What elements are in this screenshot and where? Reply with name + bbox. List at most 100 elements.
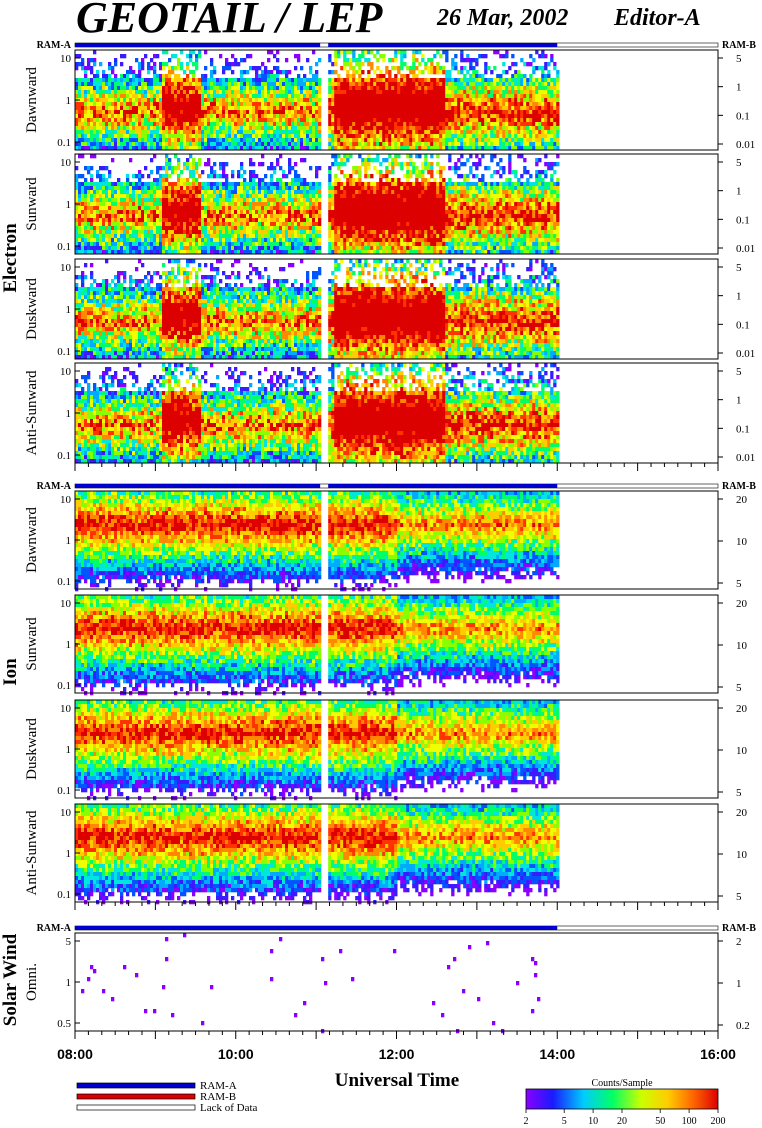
right-tick-label: 0.2 [736, 1020, 750, 1032]
ram-a-segment [75, 926, 557, 930]
right-tick-label: 5 [736, 891, 742, 903]
right-tick-label: 10 [736, 536, 748, 548]
panel-electron-duskward: 10 1 0.1 5 1 0.1 0.01 Duskward [24, 259, 755, 360]
spectrogram-cells [75, 363, 559, 463]
left-tick-label: 10 [60, 262, 72, 274]
right-tick-label: 5 [736, 366, 742, 378]
legend-label: Lack of Data [200, 1102, 258, 1114]
colorbar-gradient [526, 1089, 718, 1109]
right-tick-label: 20 [736, 703, 748, 715]
right-tick-label: 10 [736, 849, 748, 861]
spectrogram-cells [75, 154, 559, 254]
colorbar-tick-label: 50 [655, 1116, 665, 1127]
time-tick-label: 12:00 [379, 1046, 415, 1062]
left-tick-label: 1 [66, 744, 72, 756]
ram-b-label: RAM-B [722, 481, 756, 492]
colorbar-tick-label: 2 [524, 1116, 529, 1127]
left-tick-label: 10 [60, 807, 72, 819]
left-tick-label: 0.1 [57, 241, 71, 253]
panel-ylabel: Sunward [24, 177, 40, 231]
left-tick-label: 0.1 [57, 785, 71, 797]
panel-ylabel: Duskward [24, 278, 40, 340]
right-tick-label: 5 [736, 157, 742, 169]
colorbar-tick-label: 5 [562, 1116, 567, 1127]
figure-title: GEOTAIL / LEP [76, 0, 384, 42]
ram-a-segment [328, 484, 557, 488]
ram-a-label: RAM-A [37, 40, 72, 51]
panel-ylabel: Sunward [24, 617, 40, 671]
left-tick-label: 10 [60, 494, 72, 506]
legend-swatch [77, 1094, 195, 1099]
legend-swatch [77, 1105, 195, 1110]
panel-ylabel: Dawnward [24, 67, 40, 133]
time-tick-label: 16:00 [700, 1046, 736, 1062]
right-tick-label: 0.1 [736, 319, 750, 331]
left-tick-label: 1 [66, 304, 72, 316]
time-tick-label: 14:00 [539, 1046, 575, 1062]
time-axis-label: Universal Time [335, 1070, 459, 1091]
figure-date: 26 Mar, 2002 [436, 5, 568, 31]
group-label-solar-wind: Solar Wind [0, 933, 21, 1026]
right-tick-label: 0.1 [736, 110, 750, 122]
right-tick-label: 20 [736, 598, 748, 610]
right-tick-label: 10 [736, 640, 748, 652]
left-tick-label: 5 [66, 936, 72, 948]
right-tick-label: 1 [736, 186, 742, 198]
spectrogram-cells [75, 804, 559, 904]
right-tick-label: 1 [736, 82, 742, 94]
colorbar-title: Counts/Sample [591, 1078, 653, 1089]
right-tick-label: 20 [736, 494, 748, 506]
right-tick-label: 5 [736, 53, 742, 65]
left-tick-label: 10 [60, 366, 72, 378]
ram-a-label: RAM-A [37, 481, 72, 492]
group-label-electron: Electron [0, 223, 21, 293]
right-tick-label: 0.01 [736, 348, 755, 360]
left-tick-label: 1 [66, 199, 72, 211]
right-tick-label: 5 [736, 682, 742, 694]
right-tick-label: 1 [736, 291, 742, 303]
time-tick-label: 10:00 [218, 1046, 254, 1062]
left-tick-label: 0.1 [57, 450, 71, 462]
right-tick-label: 5 [736, 262, 742, 274]
right-tick-label: 2 [736, 936, 742, 948]
spectrogram-cells [75, 595, 559, 695]
left-tick-label: 1 [66, 977, 72, 989]
right-tick-label: 0.1 [736, 214, 750, 226]
spectrogram-cells [75, 491, 559, 591]
ram-b-label: RAM-B [722, 40, 756, 51]
right-tick-label: 1 [736, 395, 742, 407]
left-tick-label: 10 [60, 53, 72, 65]
panel-ylabel: Omni. [24, 963, 40, 1001]
right-tick-label: 0.1 [736, 423, 750, 435]
panel-ylabel: Anti-Sunward [24, 810, 40, 895]
time-axis: 08:00 10:00 12:00 14:00 16:00 [57, 1046, 736, 1062]
panel-ylabel: Duskward [24, 718, 40, 780]
ram-b-label: RAM-B [722, 923, 756, 934]
left-tick-label: 1 [66, 535, 72, 547]
right-tick-label: 5 [736, 578, 742, 590]
right-tick-label: 0.01 [736, 243, 755, 255]
ram-a-segment [328, 43, 557, 47]
right-tick-label: 20 [736, 807, 748, 819]
right-tick-label: 1 [736, 978, 742, 990]
right-tick-label: 5 [736, 787, 742, 799]
right-tick-label: 0.01 [736, 139, 755, 151]
left-tick-label: 1 [66, 408, 72, 420]
spectrogram-cells [75, 50, 559, 150]
right-tick-label: 0.01 [736, 452, 755, 464]
colorbar-tick-label: 20 [617, 1116, 627, 1127]
left-tick-label: 0.1 [57, 576, 71, 588]
left-tick-label: 0.1 [57, 137, 71, 149]
left-tick-label: 0.1 [57, 346, 71, 358]
left-tick-label: 10 [60, 703, 72, 715]
spectrogram-cells [75, 259, 559, 359]
